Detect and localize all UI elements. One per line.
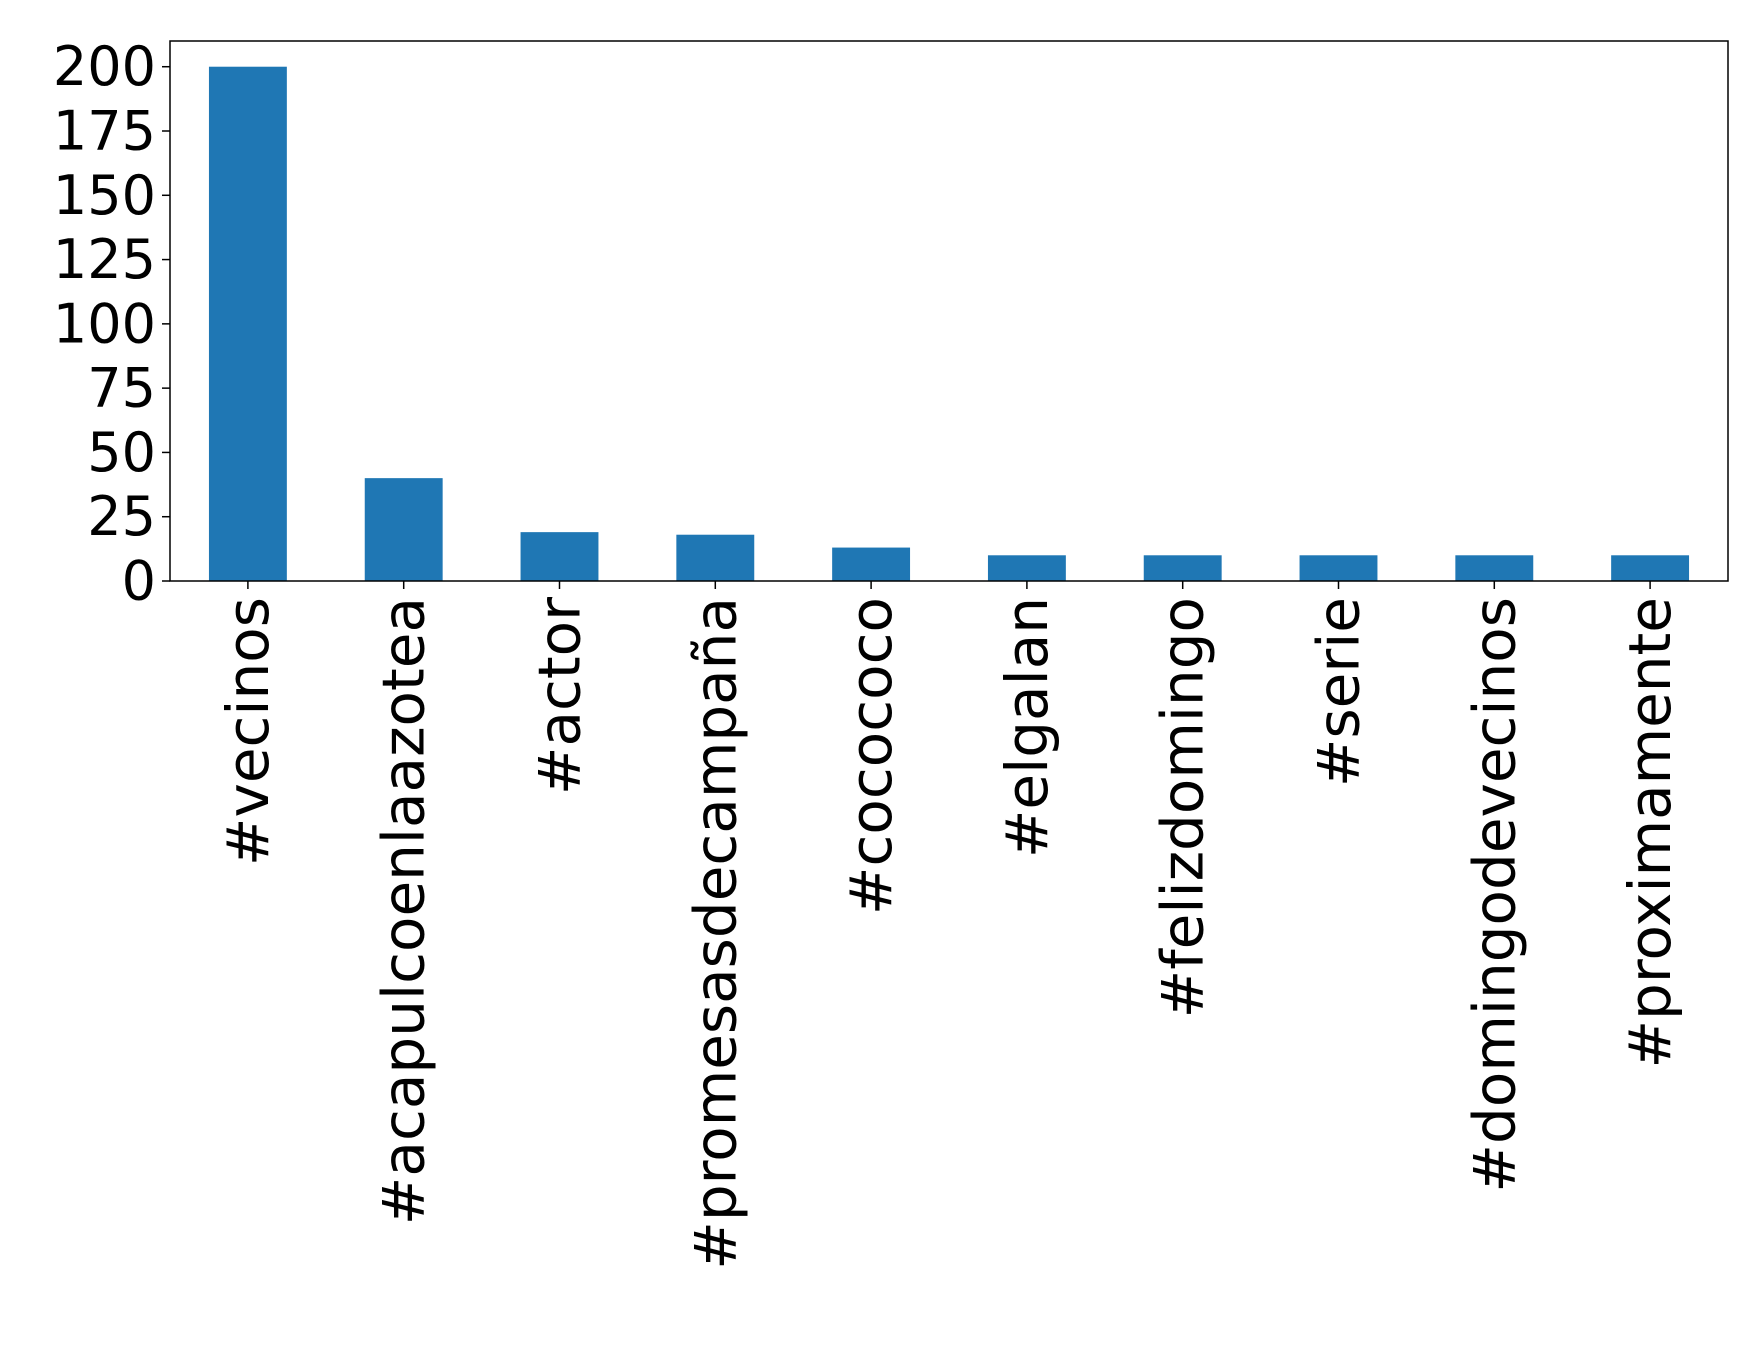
x-axis: #vecinos #acapulcoenlaazotea #actor #promes… [214,581,1684,1270]
bar [1455,555,1534,581]
bar [520,532,599,581]
bar [364,478,443,581]
y-tick-label: 0 [122,550,156,613]
x-tick-label: #serie [1305,597,1373,787]
x-tick-label: #actor [526,597,594,795]
bar [1611,555,1690,581]
y-tick-label: 50 [87,421,156,484]
y-tick-label: 100 [53,292,156,355]
x-tick-label: #elgalan [993,597,1061,858]
x-tick-label: #proximamente [1616,597,1684,1069]
y-tick-label: 25 [87,485,156,548]
bar [832,547,911,581]
y-tick-label: 175 [53,100,156,163]
y-tick-label: 125 [53,228,156,291]
bar [1143,555,1222,581]
y-tick-label: 150 [53,164,156,227]
bar [208,66,287,581]
bar [1299,555,1378,581]
x-tick-label: #acapulcoenlaazotea [370,597,438,1225]
x-tick-label: #cocococo [837,597,905,915]
x-tick-label: #promesasdecampaña [681,597,749,1270]
x-tick-label: #vecinos [214,597,282,866]
y-tick-label: 75 [87,357,156,420]
x-tick-label: #domingodevecinos [1460,597,1528,1193]
y-tick-label: 200 [53,35,156,98]
bar [676,534,755,581]
bar [987,555,1066,581]
bars-group [208,66,1690,581]
plot-frame [169,40,1729,582]
x-tick-label: #felizdomingo [1149,597,1217,1018]
